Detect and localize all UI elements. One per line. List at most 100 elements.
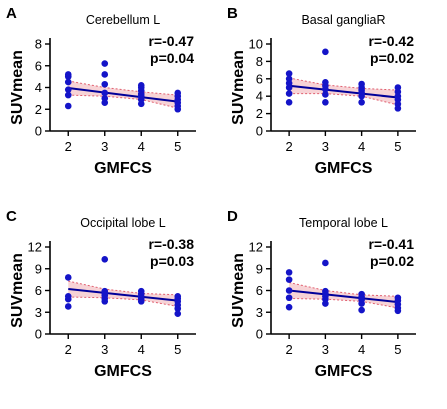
y-tick-label: 2 [256,106,263,121]
regression-line [68,288,178,302]
data-point [101,89,109,97]
x-tick-label: 2 [286,342,293,357]
panel-letter: D [227,208,238,225]
data-point [64,71,72,78]
panel-c: C Occipital lobe L 0 3 6 9 12 2 3 4 5 GMFCS SUVmean r… [6,208,196,380]
data-point [285,276,293,283]
data-point [64,293,72,300]
x-tick-label: 2 [65,342,72,357]
x-tick-label: 2 [286,139,293,154]
y-axis-label: SUVmean [9,253,26,328]
data-point [64,78,72,86]
y-tick-label: 12 [28,240,42,255]
stat-text: r=-0.47 [148,33,194,49]
y-tick-label: 6 [256,71,263,86]
y-tick-label: 0 [256,124,263,139]
ci-upper-line [68,80,178,96]
data-point [322,259,329,267]
data-point [64,91,72,99]
data-point [174,89,182,97]
panel-b: B Basal gangliaR 0 2 4 6 8 10 2 3 4 5 GMFCS SUVmean r=… [227,5,416,177]
x-tick-label: 5 [394,139,401,154]
regression-line [289,84,398,99]
stat-text: p=0.03 [150,253,194,269]
x-tick-label: 4 [138,342,145,357]
data-point [358,80,365,88]
data-point [101,287,109,295]
stat-text: p=0.04 [150,50,194,66]
x-axis-label: GMFCS [315,160,373,177]
panel-title: Cerebellum L [86,13,160,27]
data-point [322,78,329,86]
x-tick-label: 3 [322,342,329,357]
panel-letter: C [6,208,17,225]
regression-line [68,87,178,103]
y-tick-label: 0 [35,124,42,139]
data-point [285,90,293,97]
x-tick-label: 5 [394,342,401,357]
data-point [358,290,365,298]
y-tick-label: 0 [35,327,42,342]
data-point [101,95,109,102]
y-tick-label: 6 [256,283,263,298]
data-point [64,303,72,310]
data-point [101,256,109,263]
data-point [101,71,109,78]
data-point [322,48,329,56]
data-point [285,303,293,311]
panel-title: Basal gangliaR [301,13,385,27]
x-axis-label: GMFCS [315,363,373,380]
panel-title: Occipital lobe L [80,216,166,230]
y-axis-label: SUVmean [230,253,247,328]
data-point [174,293,182,300]
x-tick-label: 3 [101,139,108,154]
stat-text: p=0.02 [370,253,414,269]
data-point [285,294,293,302]
y-axis-label: SUVmean [9,50,26,125]
x-axis-label: GMFCS [94,363,152,380]
panel-letter: B [227,5,238,22]
data-point [394,294,402,302]
x-tick-label: 3 [322,139,329,154]
y-tick-label: 4 [256,89,263,104]
panel-d: D Temporal lobe L 0 3 6 9 12 2 3 4 5 GMFCS SUVmean r=… [227,208,416,380]
data-point [285,269,293,276]
x-tick-label: 3 [101,342,108,357]
y-tick-label: 6 [35,283,42,298]
y-tick-label: 0 [256,327,263,342]
stat-text: r=-0.41 [368,236,414,252]
confidence-band [289,282,398,308]
panel-title: Temporal lobe L [299,216,388,230]
data-point [101,80,109,88]
x-tick-label: 2 [65,139,72,154]
data-point [174,310,182,318]
data-point [285,70,293,77]
panel-letter: A [6,5,17,22]
y-tick-label: 4 [35,80,42,95]
y-tick-label: 9 [35,261,42,276]
stat-text: r=-0.38 [148,236,194,252]
y-tick-label: 8 [256,54,263,69]
y-tick-label: 9 [256,261,263,276]
y-tick-label: 8 [35,37,42,52]
data-point [322,91,329,98]
x-axis-label: GMFCS [94,160,152,177]
data-point [64,86,72,93]
y-tick-label: 6 [35,58,42,73]
y-axis-label: SUVmean [230,50,247,125]
x-tick-label: 4 [358,342,365,357]
ci-upper-line [68,280,178,296]
y-tick-label: 10 [249,37,263,52]
x-tick-label: 5 [174,342,181,357]
data-point [137,287,145,295]
data-point [322,287,329,295]
stat-text: p=0.02 [370,50,414,66]
data-point [64,274,72,281]
x-tick-label: 5 [174,139,181,154]
data-point [358,306,365,314]
y-tick-label: 12 [249,240,263,255]
data-point [137,82,145,89]
y-tick-label: 2 [35,102,42,117]
